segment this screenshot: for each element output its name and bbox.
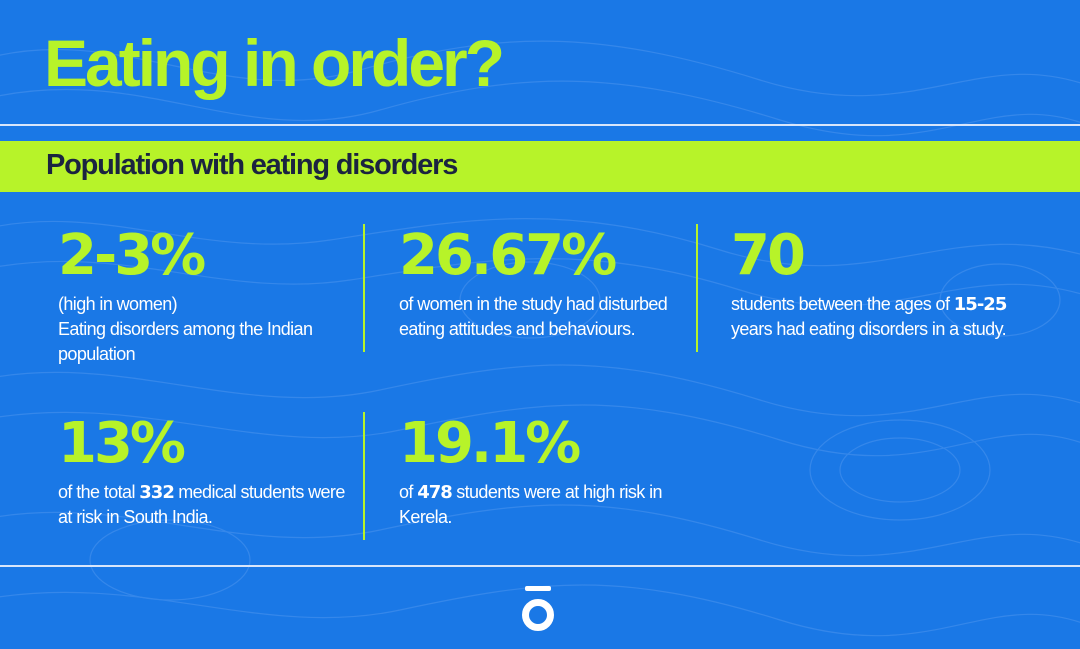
section-band (0, 141, 1080, 192)
stat-card-kerala: 19.1% of 478 students were at high risk … (399, 416, 669, 530)
stat-highlight: 332 (139, 482, 175, 503)
stat-highlight: 478 (417, 482, 453, 503)
stat-description: students between the ages of 15-25 years… (731, 292, 1031, 342)
stat-card-prevalence: 2-3% (high in women) Eating disorders am… (58, 228, 358, 367)
stat-text-after: medical students were at risk in South I… (58, 482, 345, 527)
stat-value: 19.1% (399, 411, 581, 476)
stat-value: 70 (731, 223, 806, 288)
stat-card-women: 26.67% of women in the study had disturb… (399, 228, 679, 342)
stat-text-before: of (399, 482, 413, 502)
stat-value: 13% (58, 411, 186, 476)
stat-note: (high in women) (58, 294, 178, 314)
column-divider (363, 224, 365, 352)
stat-description: Eating disorders among the Indian popula… (58, 319, 313, 364)
stat-description: of the total 332 medical students were a… (58, 480, 358, 530)
stat-description: of women in the study had disturbed eati… (399, 294, 668, 339)
bottom-divider (0, 565, 1080, 567)
stat-value: 2-3% (58, 223, 206, 288)
stat-text-before: of the total (58, 482, 135, 502)
stat-value: 26.67% (399, 223, 617, 288)
stat-card-medical-students: 13% of the total 332 medical students we… (58, 416, 358, 530)
page-title: Eating in order? (44, 26, 505, 100)
top-divider (0, 124, 1080, 126)
section-subtitle: Population with eating disorders (46, 149, 458, 181)
stat-card-students: 70 students between the ages of 15-25 ye… (731, 228, 1031, 342)
ring-logo-icon (522, 586, 554, 631)
column-divider (696, 224, 698, 352)
stat-text-before: students between the ages of (731, 294, 950, 314)
stat-highlight: 15-25 (953, 294, 1008, 315)
column-divider (363, 412, 365, 540)
stat-text-after: years had eating disorders in a study. (731, 319, 1007, 339)
stat-text-after: students were at high risk in Kerela. (399, 482, 663, 527)
stat-description: of 478 students were at high risk in Ker… (399, 480, 669, 530)
